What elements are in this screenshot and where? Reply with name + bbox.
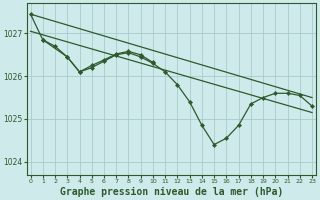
X-axis label: Graphe pression niveau de la mer (hPa): Graphe pression niveau de la mer (hPa) <box>60 186 283 197</box>
